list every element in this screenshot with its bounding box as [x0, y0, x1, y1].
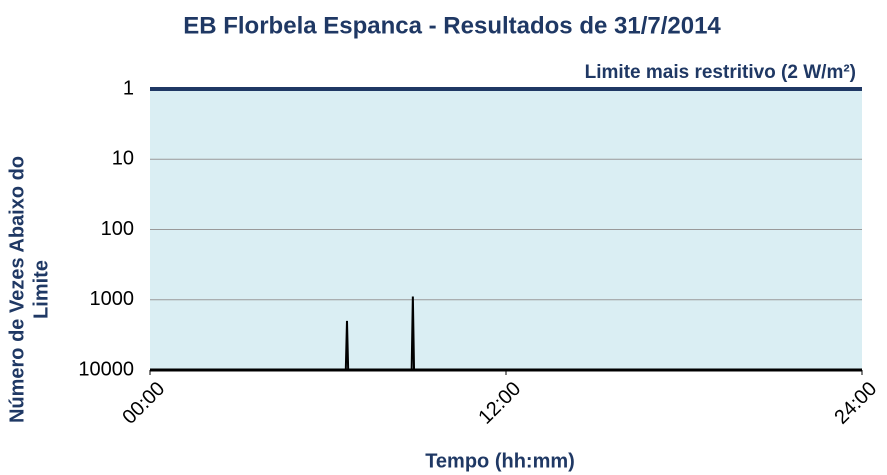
y-tick-label: 1000 [90, 288, 135, 310]
y-axis-label: Número de Vezes Abaixo do [6, 156, 28, 423]
y-tick-label: 100 [101, 218, 134, 240]
chart-title: EB Florbela Espanca - Resultados de 31/7… [183, 12, 721, 39]
x-axis-label: Tempo (hh:mm) [425, 450, 575, 472]
y-tick-label: 10 [112, 148, 134, 170]
y-tick-label: 10000 [78, 358, 134, 380]
annotation: Limite mais restritivo (2 W/m²) [585, 62, 856, 83]
y-axis-label: Limite [30, 260, 52, 319]
y-tick-label: 1 [123, 77, 134, 99]
x-tick-label: 12:00 [474, 378, 525, 429]
x-tick-label: 24:00 [830, 378, 881, 429]
x-tick-label: 00:00 [118, 378, 169, 429]
